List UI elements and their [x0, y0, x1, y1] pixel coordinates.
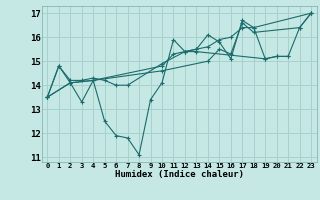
X-axis label: Humidex (Indice chaleur): Humidex (Indice chaleur) — [115, 170, 244, 179]
